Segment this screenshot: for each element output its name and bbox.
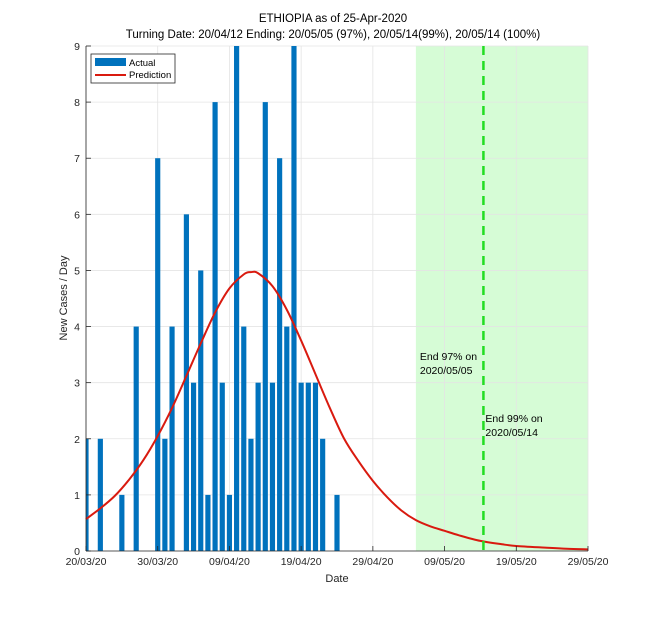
bar-actual [133, 326, 139, 551]
annotation-end-97: End 97% on 2020/05/05 [420, 351, 477, 377]
bar-actual [226, 494, 233, 551]
legend-swatch-actual [95, 58, 126, 66]
bar-actual [219, 382, 225, 551]
x-tick-label: 29/05/20 [568, 556, 609, 568]
annotation-line: 2020/05/14 [485, 427, 538, 439]
bar-actual [205, 494, 211, 551]
bar-actual [212, 102, 218, 551]
y-tick-label: 6 [74, 209, 80, 221]
bar-actual [241, 326, 247, 551]
y-tick-label: 3 [74, 378, 80, 390]
bar-actual [234, 46, 240, 551]
y-tick-label: 2 [74, 434, 80, 446]
bar-actual [190, 382, 197, 551]
x-tick-label: 30/03/20 [137, 556, 178, 568]
annotation-end-99: End 99% on 2020/05/14 [485, 413, 542, 439]
x-tick-label: 19/04/20 [281, 556, 322, 568]
bar-actual [284, 326, 290, 551]
x-tick-label: 20/03/20 [66, 556, 107, 568]
y-tick-label: 5 [74, 265, 80, 277]
bar-actual [291, 46, 297, 551]
bar-actual [97, 438, 103, 551]
bar-actual [183, 214, 189, 552]
shaded-region [415, 46, 588, 551]
bar-actual [262, 102, 268, 551]
y-tick-label: 0 [74, 546, 80, 558]
bar-actual [198, 270, 204, 551]
bar-actual [334, 494, 340, 551]
shaded-region-layer [415, 46, 588, 551]
y-axis-label: New Cases / Day [58, 255, 70, 340]
annotations-layer: End 97% on 2020/05/05 End 99% on 2020/05/14 [420, 351, 543, 439]
legend: Actual Prediction [90, 53, 176, 84]
annotation-line: 2020/05/05 [420, 365, 473, 377]
bar-actual [169, 326, 175, 551]
bar-actual [119, 494, 125, 551]
bar-actual [155, 158, 161, 551]
bar-actual [255, 382, 261, 551]
x-axis-label: Date [325, 573, 348, 585]
prediction-line [85, 270, 589, 551]
x-tick-label: 09/04/20 [209, 556, 250, 568]
legend-label-actual: Actual [129, 58, 155, 69]
x-tick-label: 19/05/20 [496, 556, 537, 568]
x-tick-label: 09/05/20 [424, 556, 465, 568]
axes-layer: 0 1 2 3 4 5 6 7 8 9 20/03/20 30/03/20 09/04/20 19/04/… [66, 41, 609, 568]
y-tick-label: 7 [74, 153, 80, 165]
bar-actual [248, 438, 254, 551]
bar-actual [277, 158, 283, 551]
bar-actual [269, 382, 276, 551]
bar-actual [162, 438, 168, 551]
bar-actual [305, 382, 311, 551]
y-tick-label: 1 [74, 490, 80, 502]
bars-layer [86, 46, 340, 552]
annotation-line: End 97% on [420, 351, 477, 363]
bar-actual [298, 382, 304, 551]
prediction-layer [85, 270, 589, 551]
chart-title: ETHIOPIA as of 25-Apr-2020 [259, 13, 407, 25]
y-tick-label: 8 [74, 97, 80, 109]
y-tick-label: 9 [74, 41, 80, 53]
bar-actual [320, 438, 326, 551]
annotation-line: End 99% on [485, 413, 542, 425]
y-tick-label: 4 [74, 322, 80, 334]
bar-actual [312, 382, 319, 551]
x-tick-label: 29/04/20 [352, 556, 393, 568]
legend-label-prediction: Prediction [129, 70, 171, 81]
chart-subtitle: Turning Date: 20/04/12 Ending: 20/05/05 … [126, 29, 541, 41]
